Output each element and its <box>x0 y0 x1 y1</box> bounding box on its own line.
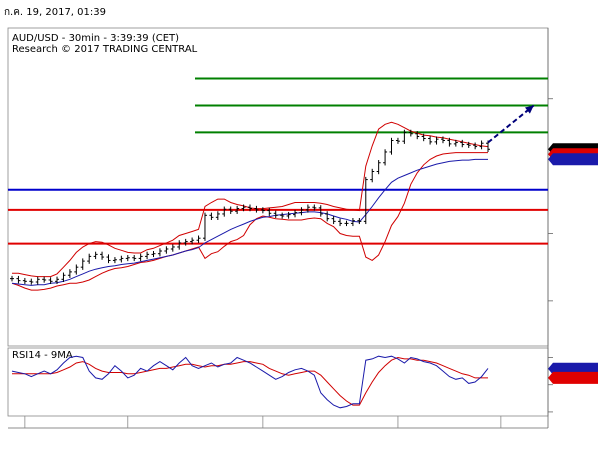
price-bars <box>10 129 490 285</box>
moving-average-line <box>11 158 488 286</box>
current-value-tags <box>548 143 598 384</box>
main-panel-frame <box>7 27 549 347</box>
forecast-arrow-head <box>524 105 534 114</box>
rsi-panel-title: RSI14 - 9MA <box>12 350 73 361</box>
copyright-text: Research © 2017 TRADING CENTRAL <box>12 44 198 55</box>
rsi-line <box>11 355 489 409</box>
forecast-arrow <box>487 104 535 144</box>
current-rsi-tag-bg <box>548 362 598 375</box>
current-rsi-tag-bg <box>548 371 598 384</box>
date-label: ก.ค. 19, 2017, 01:39 <box>4 7 106 18</box>
rsi-lines <box>11 355 489 409</box>
current-price-tag-bg <box>548 153 598 166</box>
chart-title: AUD/USD - 30min - 3:39:39 (CET) <box>12 33 179 44</box>
moving-average <box>11 158 488 286</box>
axis-ticks <box>24 98 553 428</box>
forecast-arrow-line <box>487 104 535 144</box>
rsi-ma-line <box>12 356 488 406</box>
bollinger-lower-band <box>11 152 488 291</box>
price-levels <box>8 77 548 245</box>
bollinger-upper-band <box>12 121 489 278</box>
